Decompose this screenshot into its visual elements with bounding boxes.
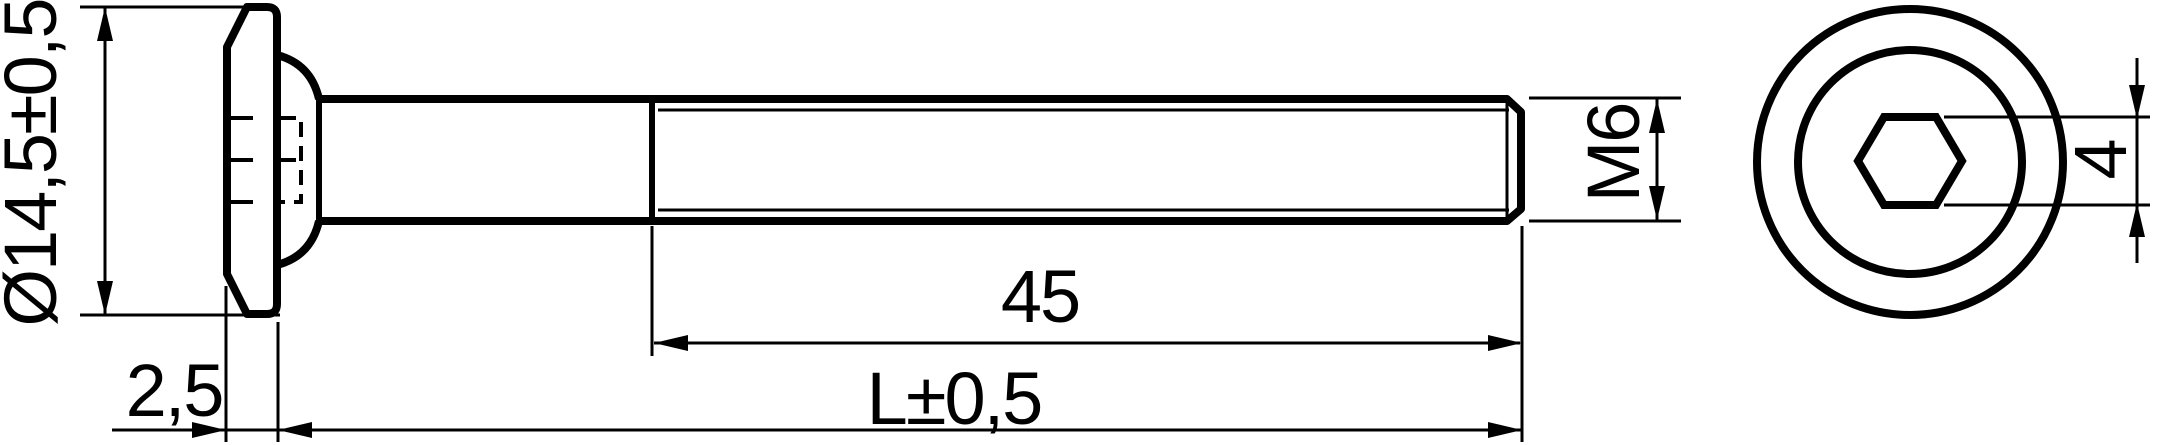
arrow-head-diameter-down xyxy=(97,281,113,315)
arrow-head-thickness-right xyxy=(278,422,312,438)
shank-outline xyxy=(319,95,1525,225)
overall-length-label: L±0,5 xyxy=(867,357,1042,440)
arrow-socket-down xyxy=(2129,85,2145,119)
dimension-arrows xyxy=(97,7,1665,438)
end-view xyxy=(1753,5,2150,319)
arrow-overall-length-right xyxy=(1488,422,1522,438)
arrow-socket-up xyxy=(2129,203,2145,237)
arrow-head-diameter-up xyxy=(97,7,113,41)
thread-length-label: 45 xyxy=(1001,255,1079,338)
thread-designation-label: M6 xyxy=(1572,104,1655,203)
arrow-m6-up xyxy=(1649,99,1665,133)
head-outer-circle xyxy=(1753,5,2067,319)
socket-across-flats-label: 4 xyxy=(2059,140,2142,179)
head-shank-fillet-bottom xyxy=(275,219,323,269)
end-view-arrows xyxy=(2129,85,2145,237)
head-thickness-label: 2,5 xyxy=(126,349,223,432)
hex-socket-outline xyxy=(1853,113,1967,209)
side-view xyxy=(223,3,1525,318)
head-inner-circle xyxy=(1794,46,2026,278)
arrow-m6-down xyxy=(1649,186,1665,220)
arrow-head-thickness-left xyxy=(192,422,226,438)
head-diameter-label: Ø14,5±0,5 xyxy=(0,0,72,327)
dimension-lines xyxy=(80,5,1681,442)
arrow-thread-length-right xyxy=(1488,335,1522,351)
head-shank-fillet-top xyxy=(275,51,323,101)
socket-hidden-outline xyxy=(281,116,303,204)
arrow-thread-length-left xyxy=(654,335,688,351)
